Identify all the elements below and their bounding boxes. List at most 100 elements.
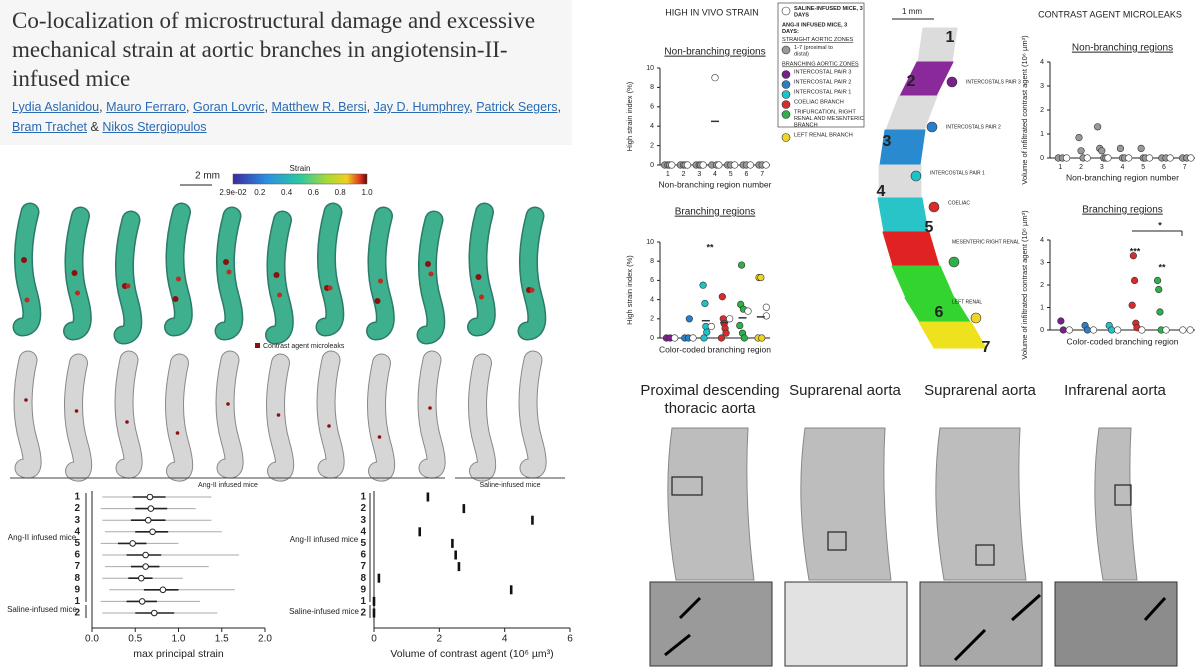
x-tick-label: 1.0 — [172, 634, 186, 645]
author-link[interactable]: Lydia Aslanidou — [12, 100, 100, 114]
author-link[interactable]: Patrick Segers — [476, 100, 558, 114]
arrow — [1143, 596, 1167, 622]
median-point — [138, 598, 146, 605]
data-point — [1153, 276, 1162, 285]
y-axis-label: Volume of infiltrated contrast agent (10… — [1020, 35, 1029, 185]
zone-number: 6 — [935, 304, 944, 321]
aorta-strain — [418, 212, 444, 343]
hotspot — [378, 278, 383, 284]
legend-line: SALINE-INFUSED MICE, 3 — [794, 6, 863, 12]
legend-line: distal) — [794, 52, 809, 58]
row-label: 1 — [74, 492, 80, 503]
y-tick-label: 6 — [650, 104, 654, 111]
x-tick-label: 2 — [1079, 164, 1083, 171]
hotspot — [125, 283, 131, 289]
data-point — [726, 315, 734, 323]
y-axis-label: High strain index (%) — [625, 81, 634, 151]
author-link[interactable]: Nikos Stergiopulos — [102, 120, 207, 134]
branch-label: COELIAC — [948, 200, 970, 206]
inset — [1054, 581, 1178, 667]
separator: , — [366, 100, 371, 114]
hotspot — [374, 298, 381, 304]
data-point — [1104, 154, 1112, 162]
hotspot — [529, 287, 535, 293]
data-point — [1128, 301, 1136, 309]
microleak — [377, 435, 382, 439]
x-tick-label: 3 — [1100, 164, 1104, 171]
data-point — [762, 312, 770, 320]
hotspot — [21, 257, 27, 263]
colorbar-tick: 2.9e-02 — [219, 188, 247, 197]
separator: , — [185, 100, 190, 114]
legend-label: 1-7 (proximal to distal) — [794, 45, 833, 58]
aorta-ct — [317, 351, 344, 478]
aorta-zone — [918, 321, 987, 349]
aorta-strain — [14, 204, 40, 335]
row-label: 5 — [74, 538, 80, 549]
row-label: 6 — [74, 550, 80, 561]
row-label: 9 — [74, 584, 80, 595]
hotspot — [425, 261, 431, 267]
hotspot — [75, 290, 80, 296]
legend-line: INTERCOSTAL PAIR 1 — [794, 90, 851, 96]
author-link[interactable]: Mauro Ferraro — [106, 100, 186, 114]
branch-marker — [926, 121, 938, 133]
aorta-strain — [317, 204, 343, 335]
panel-title: Proximal descending thoracic aorta — [640, 382, 780, 417]
data-point — [1179, 326, 1187, 334]
median-point — [142, 551, 149, 559]
y-tick-label: 2 — [1040, 107, 1044, 114]
branch-label: INTERCOSTALS PAIR 1 — [930, 170, 985, 176]
x-tick-label: 0 — [371, 634, 377, 645]
median-point — [142, 563, 149, 570]
y-tick-label: 4 — [1040, 59, 1044, 66]
legend-marker — [781, 80, 791, 89]
x-axis-label: Color-coded branching region — [659, 344, 771, 354]
x-tick-label: 5 — [729, 171, 733, 178]
legend-label: INTERCOSTAL PAIR 2 — [794, 80, 851, 86]
hotspot — [273, 272, 280, 278]
data-point — [685, 315, 693, 323]
arrow — [953, 628, 987, 662]
aorta-ct — [267, 354, 294, 481]
author-link[interactable]: Bram Trachet — [12, 120, 88, 134]
aorta-zone — [877, 197, 929, 233]
branch-marker — [946, 76, 958, 88]
article-header: Co-localization of microstructural damag… — [0, 0, 572, 145]
article-title: Co-localization of microstructural damag… — [12, 8, 536, 91]
zone-number: 2 — [907, 73, 916, 90]
roi-box — [975, 544, 995, 566]
arrow — [678, 596, 702, 620]
value-mark — [531, 515, 534, 525]
data-point — [757, 273, 765, 282]
aorta-render — [1094, 427, 1138, 581]
x-tick-label: 1.5 — [215, 634, 229, 645]
y-tick-label: 2 — [650, 316, 654, 323]
hotspot — [327, 285, 333, 291]
branch-label: INTERCOSTALS PAIR 3 — [966, 79, 1021, 85]
legend-box — [777, 2, 865, 128]
microleak — [125, 420, 129, 424]
aorta-strain — [519, 208, 545, 339]
author-link[interactable]: Goran Lovric — [192, 100, 265, 114]
data-point — [707, 322, 715, 331]
row-label: 7 — [74, 561, 80, 572]
zone-number: 1 — [946, 29, 955, 46]
author-link[interactable]: Jay D. Humphrey — [373, 100, 470, 114]
aorta-strain — [266, 212, 293, 343]
data-point — [1125, 154, 1133, 162]
author-link[interactable]: Matthew R. Bersi — [271, 100, 367, 114]
aorta-zone — [882, 231, 940, 267]
legend-label: BRANCHING AORTIC ZONES — [782, 62, 859, 68]
group-label: Saline-infused mice — [289, 607, 359, 616]
data-point — [1059, 326, 1067, 334]
x-tick-label: 2.0 — [258, 634, 272, 645]
legend-line: TRIFURCATION, RIGHT — [794, 110, 856, 116]
hotspot — [479, 294, 484, 300]
x-tick-label: 6 — [567, 634, 573, 645]
data-point — [762, 161, 770, 169]
legend-marker — [781, 6, 791, 16]
branch-marker — [970, 312, 982, 324]
value-mark — [509, 585, 513, 595]
value-mark — [372, 596, 376, 606]
